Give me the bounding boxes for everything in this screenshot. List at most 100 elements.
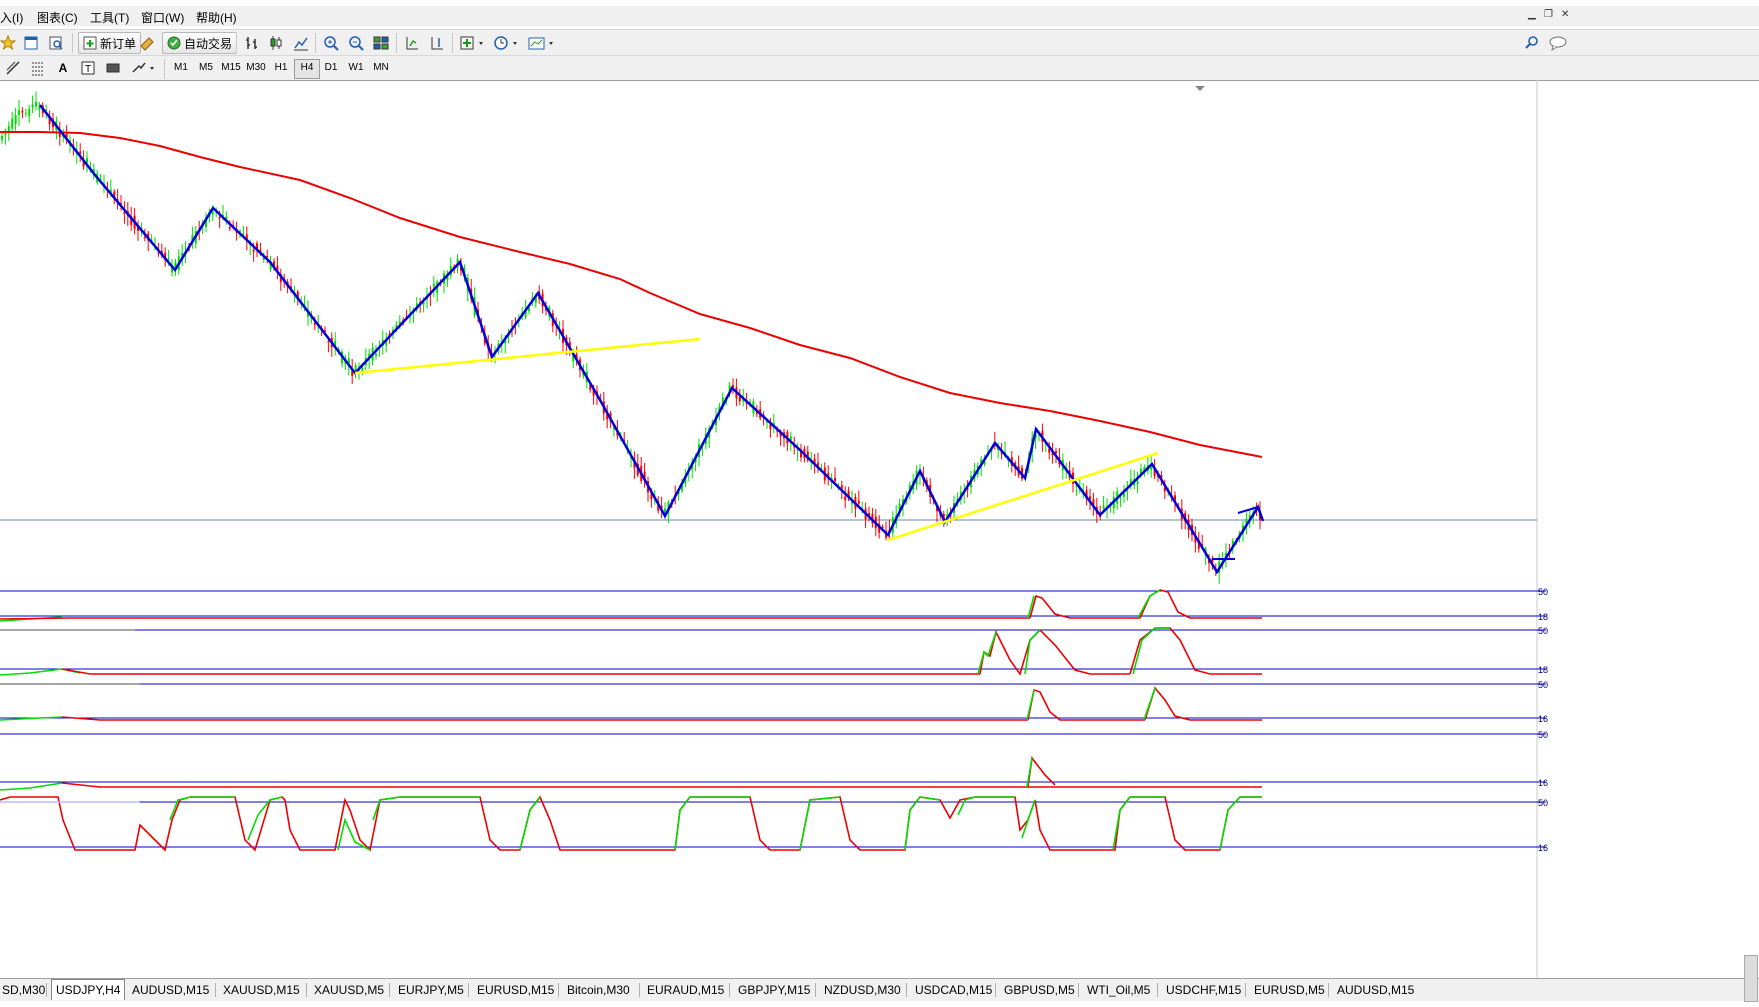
- candle-body: [327, 340, 330, 342]
- timeframe-w1[interactable]: W1: [348, 62, 364, 73]
- timeframe-m5[interactable]: M5: [199, 62, 213, 73]
- menu-window[interactable]: 窗口(W): [141, 11, 185, 25]
- candle-body: [1140, 469, 1142, 475]
- candle-body: [422, 302, 425, 305]
- chart-shift-marker-icon[interactable]: [1195, 86, 1205, 91]
- chart-tab[interactable]: EURAUD,M15: [647, 983, 725, 997]
- timeframe-m30[interactable]: M30: [246, 62, 266, 73]
- chart-tab[interactable]: EURJPY,M5: [398, 983, 464, 997]
- indicator-line-red: [1139, 589, 1262, 619]
- chart-shift-icon[interactable]: [403, 33, 421, 53]
- timeframe-h1[interactable]: H1: [274, 62, 288, 73]
- menu-tools[interactable]: 工具(T): [90, 11, 130, 25]
- candle-body: [1136, 480, 1139, 485]
- zoom-out-icon[interactable]: [347, 33, 365, 53]
- chart-tab[interactable]: NZDUSD,M30: [824, 983, 901, 997]
- candle-body: [228, 227, 231, 229]
- vertical-scrollbar[interactable]: [1744, 955, 1758, 1002]
- candle-body: [1126, 490, 1129, 492]
- candle-body: [898, 503, 901, 511]
- chart-tab[interactable]: Bitcoin,M30: [567, 983, 630, 997]
- chart-tab[interactable]: SD,M30: [2, 983, 46, 997]
- candle-body: [796, 449, 799, 451]
- market-watch-icon[interactable]: [22, 33, 40, 53]
- candle-body: [269, 261, 272, 270]
- chat-icon[interactable]: [1548, 33, 1568, 53]
- candle-body: [1153, 468, 1156, 476]
- indicator-line-green: [1137, 589, 1161, 619]
- indicator-line-red: [1029, 594, 1140, 619]
- templates-dropdown-icon[interactable]: [527, 33, 557, 53]
- timeframe-m1[interactable]: M1: [174, 62, 188, 73]
- moving-average-line: [0, 131, 1263, 458]
- tile-windows-icon[interactable]: [372, 33, 390, 53]
- minimize-icon[interactable]: ▁: [1528, 9, 1536, 20]
- candle-body: [868, 513, 870, 517]
- candle-body: [755, 411, 758, 414]
- timeframe-h4[interactable]: H4: [294, 59, 320, 79]
- candle-body: [575, 354, 578, 360]
- candle-body: [273, 261, 275, 266]
- chart-tab-active[interactable]: USDJPY,H4: [51, 979, 126, 1000]
- chart-tab[interactable]: WTI_Oil,M5: [1087, 983, 1151, 997]
- timeframe-mn[interactable]: MN: [373, 62, 389, 73]
- candle-body: [347, 358, 350, 368]
- periods-dropdown-icon[interactable]: [493, 33, 521, 53]
- text-label-tool-icon[interactable]: T: [79, 58, 97, 78]
- indicator-level-label: 50: [1538, 587, 1548, 597]
- indicators-dropdown-icon[interactable]: [459, 33, 487, 53]
- chart-tab[interactable]: USDCHF,M15: [1166, 983, 1242, 997]
- candlestick-icon[interactable]: [267, 33, 285, 53]
- chart-tab[interactable]: XAUUSD,M5: [314, 983, 385, 997]
- zoom-in-icon[interactable]: [322, 33, 340, 53]
- candle-body: [409, 316, 411, 318]
- trendline-1[interactable]: [354, 337, 701, 375]
- candle-body: [742, 399, 745, 402]
- chart-tab[interactable]: EURUSD,M15: [477, 983, 555, 997]
- autoscroll-icon[interactable]: [428, 33, 446, 53]
- chart-tab[interactable]: EURUSD,M5: [1254, 983, 1325, 997]
- rectangle-tool-icon[interactable]: [104, 58, 122, 78]
- profiles-icon[interactable]: [0, 33, 16, 53]
- text-tool-icon[interactable]: A: [58, 61, 68, 75]
- oscillator-line-green: [904, 796, 941, 851]
- chart-tab[interactable]: AUDUSD,M15: [132, 983, 210, 997]
- candle-body: [48, 116, 51, 124]
- line-chart-icon[interactable]: [292, 33, 310, 53]
- chart-tab[interactable]: XAUUSD,M15: [223, 983, 300, 997]
- chart-tab[interactable]: GBPJPY,M15: [738, 983, 811, 997]
- trendline-2[interactable]: [887, 451, 1159, 542]
- editor-icon[interactable]: [138, 33, 156, 53]
- candle-body: [79, 151, 82, 154]
- candle-body: [738, 396, 741, 402]
- price-chart[interactable]: 50 18 50 18 50 16 50 16 50 16: [0, 80, 1759, 978]
- auto-trading-button[interactable]: 自动交易: [162, 32, 238, 54]
- fibonacci-tool-icon[interactable]: [29, 58, 47, 78]
- oscillator-line-green: [1112, 796, 1165, 851]
- restore-icon[interactable]: ❐: [1544, 9, 1553, 20]
- bar-chart-icon[interactable]: [243, 33, 261, 53]
- menu-charts[interactable]: 图表(C): [37, 11, 78, 25]
- timeframe-m15[interactable]: M15: [221, 62, 241, 73]
- candle-body: [528, 307, 530, 312]
- timeframe-d1[interactable]: D1: [324, 62, 338, 73]
- chart-tab[interactable]: AUDUSD,M15: [1337, 983, 1415, 997]
- close-icon[interactable]: ✕: [1561, 9, 1570, 20]
- candle-body: [225, 216, 228, 220]
- menu-help[interactable]: 帮助(H): [196, 11, 237, 25]
- search-icon[interactable]: [1524, 33, 1540, 53]
- trendline-tool-icon[interactable]: [4, 58, 22, 78]
- oscillator-line-green: [372, 796, 480, 821]
- menu-insert[interactable]: 入(I): [0, 11, 24, 25]
- chart-tab[interactable]: GBPUSD,M5: [1004, 983, 1075, 997]
- candle-body: [7, 125, 10, 133]
- navigator-icon[interactable]: [47, 33, 65, 53]
- indicator-line-red: [979, 628, 1130, 676]
- svg-text:T: T: [85, 64, 91, 75]
- candle-body: [256, 243, 258, 250]
- arrows-dropdown-icon[interactable]: [130, 58, 158, 78]
- chart-tab[interactable]: USDCAD,M15: [915, 983, 993, 997]
- indicator-level-label: 16: [1538, 714, 1548, 724]
- new-order-button[interactable]: 新订单: [78, 32, 142, 54]
- indicator-line-green: [1026, 689, 1035, 721]
